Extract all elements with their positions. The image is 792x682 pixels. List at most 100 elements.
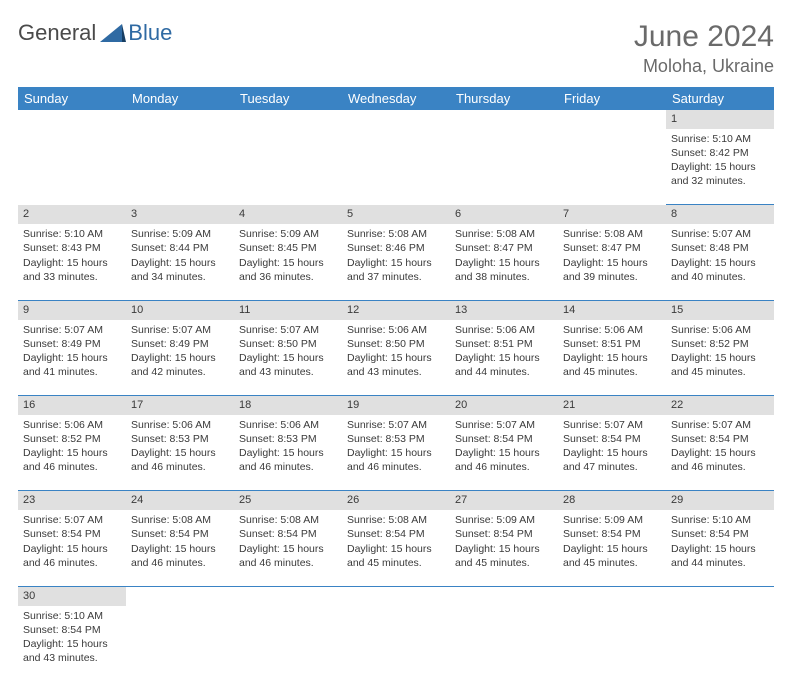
sunrise-text: Sunrise: 5:07 AM	[239, 323, 337, 337]
sunset-text: Sunset: 8:54 PM	[23, 623, 121, 637]
logo-sail-icon	[100, 22, 126, 44]
sunset-text: Sunset: 8:49 PM	[131, 337, 229, 351]
logo: General Blue	[18, 20, 172, 46]
info-cell: Sunrise: 5:06 AMSunset: 8:52 PMDaylight:…	[666, 320, 774, 396]
day-header: Saturday	[666, 87, 774, 110]
sunset-text: Sunset: 8:54 PM	[563, 432, 661, 446]
info-cell	[450, 606, 558, 682]
month-title: June 2024	[634, 20, 774, 54]
info-cell	[126, 129, 234, 205]
date-cell: 16	[18, 396, 126, 415]
sunset-text: Sunset: 8:54 PM	[239, 527, 337, 541]
daylight-text: Daylight: 15 hours and 43 minutes.	[23, 637, 121, 665]
info-cell: Sunrise: 5:10 AMSunset: 8:54 PMDaylight:…	[666, 510, 774, 586]
sunset-text: Sunset: 8:47 PM	[455, 241, 553, 255]
sunset-text: Sunset: 8:54 PM	[23, 527, 121, 541]
sunrise-text: Sunrise: 5:07 AM	[23, 513, 121, 527]
day-header: Thursday	[450, 87, 558, 110]
date-row: 23242526272829	[18, 491, 774, 510]
sunrise-text: Sunrise: 5:09 AM	[239, 227, 337, 241]
sunset-text: Sunset: 8:54 PM	[455, 527, 553, 541]
info-cell	[234, 129, 342, 205]
day-header-row: Sunday Monday Tuesday Wednesday Thursday…	[18, 87, 774, 110]
info-cell: Sunrise: 5:07 AMSunset: 8:54 PMDaylight:…	[450, 415, 558, 491]
date-cell	[234, 110, 342, 129]
sunset-text: Sunset: 8:50 PM	[347, 337, 445, 351]
date-cell: 29	[666, 491, 774, 510]
sunrise-text: Sunrise: 5:08 AM	[347, 513, 445, 527]
day-number: 21	[563, 399, 575, 411]
info-cell: Sunrise: 5:07 AMSunset: 8:48 PMDaylight:…	[666, 224, 774, 300]
sunset-text: Sunset: 8:44 PM	[131, 241, 229, 255]
daylight-text: Daylight: 15 hours and 46 minutes.	[131, 542, 229, 570]
day-number: 18	[239, 399, 251, 411]
day-number: 3	[131, 208, 137, 220]
date-cell	[234, 586, 342, 605]
sunrise-text: Sunrise: 5:07 AM	[455, 418, 553, 432]
date-cell	[126, 586, 234, 605]
info-row: Sunrise: 5:07 AMSunset: 8:54 PMDaylight:…	[18, 510, 774, 586]
date-cell: 12	[342, 300, 450, 319]
info-cell: Sunrise: 5:06 AMSunset: 8:51 PMDaylight:…	[450, 320, 558, 396]
date-cell: 13	[450, 300, 558, 319]
info-cell: Sunrise: 5:08 AMSunset: 8:54 PMDaylight:…	[342, 510, 450, 586]
date-cell: 28	[558, 491, 666, 510]
date-cell	[666, 586, 774, 605]
info-row: Sunrise: 5:10 AMSunset: 8:42 PMDaylight:…	[18, 129, 774, 205]
logo-text-2: Blue	[128, 20, 172, 46]
sunrise-text: Sunrise: 5:06 AM	[23, 418, 121, 432]
sunset-text: Sunset: 8:54 PM	[563, 527, 661, 541]
day-number: 11	[239, 304, 250, 316]
day-number: 6	[455, 208, 461, 220]
daylight-text: Daylight: 15 hours and 46 minutes.	[455, 446, 553, 474]
date-cell: 4	[234, 205, 342, 224]
daylight-text: Daylight: 15 hours and 46 minutes.	[671, 446, 769, 474]
day-number: 5	[347, 208, 353, 220]
day-number: 25	[239, 494, 251, 506]
info-cell: Sunrise: 5:06 AMSunset: 8:50 PMDaylight:…	[342, 320, 450, 396]
sunset-text: Sunset: 8:49 PM	[23, 337, 121, 351]
sunset-text: Sunset: 8:54 PM	[671, 432, 769, 446]
daylight-text: Daylight: 15 hours and 43 minutes.	[239, 351, 337, 379]
info-cell: Sunrise: 5:07 AMSunset: 8:50 PMDaylight:…	[234, 320, 342, 396]
date-cell: 6	[450, 205, 558, 224]
daylight-text: Daylight: 15 hours and 33 minutes.	[23, 256, 121, 284]
header: General Blue June 2024 Moloha, Ukraine	[18, 20, 774, 77]
day-number: 4	[239, 208, 245, 220]
daylight-text: Daylight: 15 hours and 45 minutes.	[563, 542, 661, 570]
date-row: 2345678	[18, 205, 774, 224]
sunrise-text: Sunrise: 5:06 AM	[563, 323, 661, 337]
sunset-text: Sunset: 8:52 PM	[23, 432, 121, 446]
info-cell: Sunrise: 5:08 AMSunset: 8:47 PMDaylight:…	[450, 224, 558, 300]
date-cell: 15	[666, 300, 774, 319]
date-cell: 2	[18, 205, 126, 224]
date-cell: 21	[558, 396, 666, 415]
daylight-text: Daylight: 15 hours and 46 minutes.	[239, 446, 337, 474]
info-cell: Sunrise: 5:08 AMSunset: 8:54 PMDaylight:…	[234, 510, 342, 586]
date-cell: 24	[126, 491, 234, 510]
info-row: Sunrise: 5:07 AM Sunset: 8:49 PM Daylight:…	[18, 320, 774, 396]
daylight-text: Daylight: 15 hours and 36 minutes.	[239, 256, 337, 284]
date-cell: 30	[18, 586, 126, 605]
day-number: 22	[671, 399, 683, 411]
sunrise-text: Sunrise: 5:10 AM	[671, 513, 769, 527]
info-cell: Sunrise: 5:07 AMSunset: 8:54 PMDaylight:…	[558, 415, 666, 491]
date-cell	[450, 586, 558, 605]
date-cell	[342, 110, 450, 129]
date-cell	[126, 110, 234, 129]
day-number: 8	[671, 208, 677, 220]
info-cell	[450, 129, 558, 205]
sunset-text: Sunset: 8:45 PM	[239, 241, 337, 255]
info-cell	[234, 606, 342, 682]
sunrise-text: Sunrise: 5:08 AM	[347, 227, 445, 241]
info-cell: Sunrise: 5:07 AMSunset: 8:54 PMDaylight:…	[18, 510, 126, 586]
sunset-text: Sunset: 8:53 PM	[239, 432, 337, 446]
day-number: 17	[131, 399, 143, 411]
daylight-text: Daylight: 15 hours and 46 minutes.	[23, 446, 121, 474]
date-cell: 11	[234, 300, 342, 319]
info-row: Sunrise: 5:10 AMSunset: 8:43 PMDaylight:…	[18, 224, 774, 300]
sunrise-text: Sunrise: 5:06 AM	[239, 418, 337, 432]
info-cell	[126, 606, 234, 682]
day-number: 28	[563, 494, 575, 506]
daylight-text: Daylight: 15 hours and 40 minutes.	[671, 256, 769, 284]
